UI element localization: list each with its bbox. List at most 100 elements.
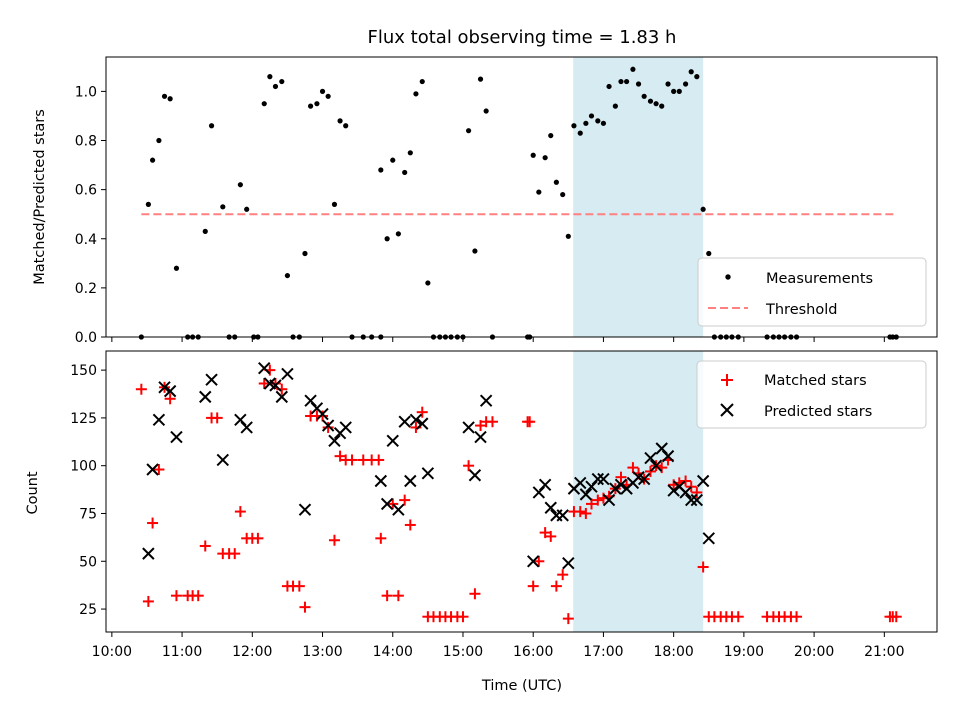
matched-stars-point <box>135 383 147 395</box>
y-tick-label: 1.0 <box>75 84 97 100</box>
measurement-point <box>671 88 677 94</box>
matched-stars-point <box>334 450 346 462</box>
predicted-stars-point <box>474 430 487 444</box>
measurement-point <box>548 132 554 139</box>
measurement-point <box>618 78 624 85</box>
matched-stars-point <box>170 590 182 602</box>
predicted-stars-point-b <box>398 415 411 428</box>
counts-x-axis-ticks: 10:00 11:00 12:00 13:00 14:00 15:00 16:00 17:00… <box>92 632 905 660</box>
predicted-stars-point <box>199 390 212 404</box>
measurement-point <box>553 179 559 185</box>
ratio-y-axis-ticks: 0.0 0.2 0.4 0.6 0.8 1.0 <box>75 84 106 346</box>
predicted-stars-point-b <box>544 501 557 514</box>
matched-stars-point <box>211 412 223 424</box>
measurement-point <box>560 191 566 198</box>
predicted-stars-point-b <box>298 503 312 516</box>
predicted-stars-point <box>462 421 475 434</box>
x-tick-label: 14:00 <box>373 644 413 660</box>
predicted-stars-point-b <box>702 532 715 545</box>
matched-stars-point <box>527 580 539 592</box>
measurement-point <box>261 101 267 107</box>
matched-stars-point <box>317 410 329 422</box>
legend-predicted-marker <box>720 403 734 417</box>
predicted-stars-point-b <box>468 469 482 482</box>
measurement-point <box>220 204 226 210</box>
predicted-stars-point <box>163 384 177 398</box>
matched-stars-point <box>404 519 416 531</box>
y-tick-label: 75 <box>79 506 97 522</box>
predicted-stars-point-b <box>696 474 710 488</box>
predicted-stars-point-b <box>474 430 487 444</box>
matched-stars-point <box>562 613 574 625</box>
panel-counts-frame <box>105 350 938 633</box>
legend-ratio: Measurements Threshold <box>697 257 927 327</box>
measurement-point <box>588 113 595 119</box>
matched-stars-point <box>346 454 358 466</box>
measurement-point <box>465 128 472 134</box>
predicted-stars-point-b <box>304 394 317 407</box>
predicted-stars-point <box>146 463 159 476</box>
predicted-stars-point-b <box>562 556 575 570</box>
predicted-stars-point-b <box>152 413 166 427</box>
predicted-stars-point <box>690 493 704 507</box>
predicted-stars-point-b <box>479 394 493 407</box>
predicted-stars-point-b <box>602 493 616 507</box>
matched-stars-point <box>697 561 709 573</box>
measurements-series <box>138 66 899 340</box>
predicted-stars-point <box>328 434 341 448</box>
matched-stars-point <box>580 507 592 519</box>
measurement-point <box>682 81 689 87</box>
matched-stars-point <box>399 494 411 506</box>
measurement-point <box>279 78 285 85</box>
predicted-stars-point-b <box>258 361 271 375</box>
predicted-stars-point <box>579 488 593 501</box>
matched-stars-point <box>732 611 744 623</box>
measurement-point <box>659 103 665 109</box>
matched-stars-point <box>387 498 399 510</box>
matched-stars-point <box>550 580 562 592</box>
measurement-point <box>145 201 151 207</box>
matched-stars-point <box>381 590 393 602</box>
predicted-stars-point <box>339 421 352 434</box>
predicted-stars-point <box>637 472 651 486</box>
measurement-point <box>571 123 577 129</box>
predicted-stars-point-b <box>240 421 253 434</box>
measurement-point <box>343 123 349 129</box>
predicted-stars-point <box>649 459 663 472</box>
matched-stars-point <box>475 420 487 432</box>
matched-stars-point <box>375 532 387 544</box>
predicted-stars-point-b <box>409 413 423 427</box>
legend-predicted-label: Predicted stars <box>764 404 872 420</box>
measurement-point <box>208 123 215 129</box>
predicted-stars-point <box>421 467 435 480</box>
predicted-stars-point <box>298 503 312 516</box>
predicted-stars-point <box>152 413 166 427</box>
matched-stars-point <box>258 377 270 389</box>
predicted-stars-point <box>702 532 715 545</box>
legend-counts: Matched stars Predicted stars <box>696 360 927 429</box>
predicted-stars-point <box>526 555 540 568</box>
measurement-point <box>237 182 243 188</box>
predicted-stars-point <box>685 493 698 507</box>
predicted-stars-point-b <box>655 442 668 455</box>
measurement-point <box>606 83 612 90</box>
matched-stars-point <box>322 421 334 433</box>
measurement-point <box>676 88 682 94</box>
measurement-point <box>583 120 589 126</box>
y-tick-label: 0.4 <box>75 232 97 248</box>
matched-stars-point <box>229 548 241 560</box>
matched-stars-point <box>234 506 246 518</box>
predicted-stars-point-b <box>649 459 663 472</box>
matched-stars-point <box>539 527 551 539</box>
matched-stars-point <box>463 460 475 472</box>
predicted-stars-point-b <box>310 402 324 415</box>
matched-stars-point <box>199 540 211 552</box>
predicted-stars-point-b <box>597 472 610 486</box>
measurement-point <box>267 74 273 80</box>
legend-measurements-marker <box>725 274 731 280</box>
matched-stars-point <box>644 465 656 477</box>
measurement-point <box>390 157 396 163</box>
x-tick-label: 20:00 <box>794 644 834 660</box>
predicted-stars-point <box>380 497 394 511</box>
predicted-stars-point-b <box>328 434 341 448</box>
